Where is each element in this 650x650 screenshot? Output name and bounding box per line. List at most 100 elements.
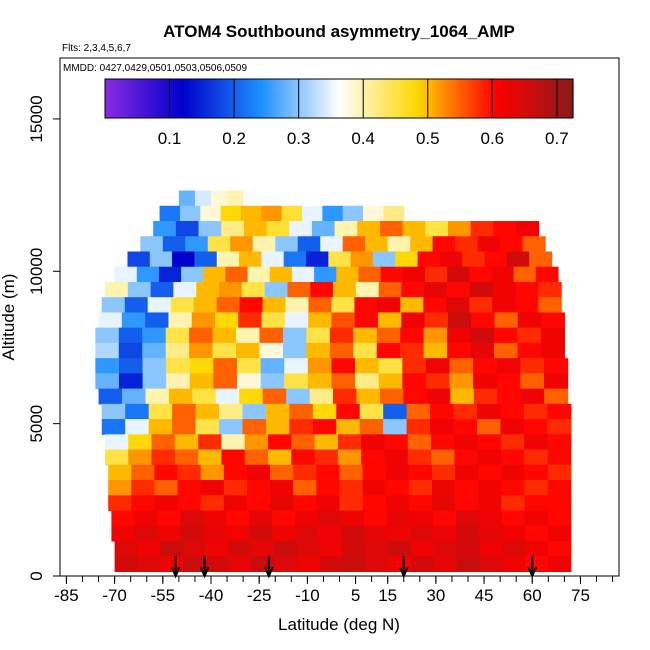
heatmap-cell xyxy=(470,327,495,344)
heatmap-cell xyxy=(515,281,539,298)
heatmap-cell xyxy=(243,221,268,237)
colorbar-segment xyxy=(520,79,524,118)
colorbar-segment xyxy=(371,79,375,118)
heatmap-cell xyxy=(333,281,357,298)
heatmap-cell xyxy=(380,266,404,283)
heatmap-cell xyxy=(302,205,323,222)
heatmap-cell xyxy=(523,419,548,435)
heatmap-cell xyxy=(125,403,150,420)
heatmap-cell xyxy=(479,540,503,557)
colorbar: 0.1 0.2 0.3 0.4 0.5 0.6 0.7 xyxy=(104,78,574,148)
colorbar-segment xyxy=(154,79,159,118)
heatmap-cell xyxy=(388,540,412,557)
heatmap-cell xyxy=(295,525,319,542)
colorbar-segment xyxy=(239,79,244,118)
heatmap-cell xyxy=(450,388,475,405)
heatmap-cell xyxy=(297,556,321,573)
heatmap-cell xyxy=(432,480,456,496)
heatmap-cell xyxy=(365,556,389,573)
heatmap-cell xyxy=(385,480,410,496)
colorbar-segment xyxy=(230,79,235,118)
heatmap-cell xyxy=(501,525,526,542)
heatmap-cell xyxy=(212,327,237,344)
heatmap-cell xyxy=(516,221,540,237)
colorbar-segment xyxy=(426,79,431,118)
x-tick-label: -70 xyxy=(102,586,127,605)
heatmap-cell xyxy=(220,205,242,222)
heatmap-cell xyxy=(124,297,149,314)
heatmap-cell xyxy=(410,525,434,542)
colorbar-segment xyxy=(183,79,188,118)
heatmap-cell xyxy=(251,540,275,557)
heatmap-cell xyxy=(291,266,315,283)
heatmap-cell xyxy=(341,510,365,527)
heatmap-cell xyxy=(293,464,317,481)
heatmap-cell xyxy=(547,480,572,496)
heatmap-cell xyxy=(265,419,290,435)
heatmap-cell xyxy=(173,281,197,298)
heatmap-cell xyxy=(517,327,542,344)
colorbar-segment xyxy=(289,79,293,118)
heatmap-cell xyxy=(408,464,433,481)
colorbar-segment xyxy=(300,79,305,118)
heatmap-cell xyxy=(118,358,144,374)
colorbar-segment xyxy=(122,79,127,118)
heatmap-cell xyxy=(331,312,356,329)
colorbar-segment xyxy=(134,79,138,118)
heatmap-cell xyxy=(172,403,197,420)
heatmap-cell xyxy=(548,540,572,557)
heatmap-cell xyxy=(261,205,283,222)
colorbar-segment xyxy=(526,79,530,118)
colorbar-segment xyxy=(163,79,168,118)
heatmap-cell xyxy=(148,419,173,435)
colorbar-segment xyxy=(242,79,246,118)
heatmap-cell xyxy=(221,434,246,451)
heatmap-cell xyxy=(376,342,401,359)
heatmap-cell xyxy=(500,434,525,451)
heatmap-cell xyxy=(137,540,161,557)
heatmap-cell xyxy=(291,449,316,466)
x-tick-label: 60 xyxy=(523,586,542,605)
heatmap-cell xyxy=(262,297,287,314)
colorbar-segment xyxy=(216,79,220,118)
heatmap-cell xyxy=(196,281,220,298)
heatmap-cell xyxy=(183,556,207,573)
heatmap-cell xyxy=(200,464,225,481)
heatmap-cell xyxy=(402,373,427,390)
heatmap-cell xyxy=(131,464,156,481)
heatmap-cell xyxy=(262,388,287,405)
heatmap-cell xyxy=(237,373,262,390)
colorbar-segment xyxy=(467,79,472,118)
colorbar-segment xyxy=(148,79,153,118)
heatmap-cell xyxy=(383,403,408,420)
heatmap-cell xyxy=(293,480,317,496)
heatmap-cell xyxy=(249,510,273,527)
colorbar-segment xyxy=(283,79,287,118)
colorbar-segment xyxy=(356,79,361,118)
heatmap-cell xyxy=(410,236,434,253)
heatmap-cell xyxy=(477,403,502,420)
heatmap-cell xyxy=(260,358,285,374)
colorbar-segment xyxy=(470,79,475,118)
heatmap-cell xyxy=(524,434,549,451)
x-tick-label: 5 xyxy=(351,586,360,605)
x-tick-label: 75 xyxy=(571,586,590,605)
heatmap-cell xyxy=(501,480,526,496)
heatmap-cell xyxy=(322,205,344,222)
chart-title: ATOM4 Southbound asymmetry_1064_AMP xyxy=(163,22,515,41)
heatmap-cell xyxy=(225,266,249,283)
heatmap-cell xyxy=(198,434,223,451)
heatmap-cell xyxy=(383,205,405,222)
heatmap-cell xyxy=(95,342,120,359)
heatmap-cell xyxy=(401,312,426,329)
heatmap-cell xyxy=(431,434,455,451)
colorbar-segment xyxy=(400,79,404,118)
colorbar-segment xyxy=(113,79,118,118)
heatmap-cell xyxy=(432,464,456,481)
heatmap-cell xyxy=(357,221,381,237)
colorbar-segment xyxy=(198,79,203,118)
colorbar-tick-label: 0.3 xyxy=(287,129,311,148)
colorbar-segment xyxy=(341,79,346,118)
heatmap-cell xyxy=(331,358,356,374)
heatmap-cell xyxy=(342,236,366,253)
